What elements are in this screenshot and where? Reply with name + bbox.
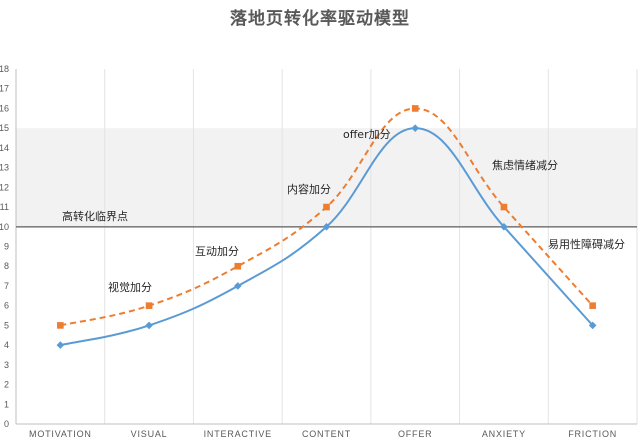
annotation-label: 易用性障碍减分 <box>548 237 625 251</box>
data-point <box>233 282 242 290</box>
data-point <box>411 124 420 132</box>
threshold-label: 高转化临界点 <box>62 209 128 223</box>
data-point <box>322 222 331 231</box>
y-tick-label: 8 <box>4 261 9 271</box>
x-tick-label: FRICTION <box>568 429 617 439</box>
annotation-label: 焦虑情绪减分 <box>492 158 558 172</box>
x-tick-label: INTERACTIVE <box>204 429 272 439</box>
series-line-2 <box>60 107 594 327</box>
x-tick-label: MOTIVATION <box>29 429 92 439</box>
data-point <box>588 321 597 330</box>
x-tick-label: ANXIETY <box>482 429 526 439</box>
data-point <box>323 203 330 211</box>
y-tick-label: 4 <box>4 340 9 350</box>
y-tick-label: 3 <box>4 360 9 370</box>
y-tick-label: 12 <box>0 182 9 192</box>
y-tick-label: 6 <box>4 301 9 311</box>
annotation-label: 互动加分 <box>195 245 239 258</box>
y-tick-label: 7 <box>4 281 9 291</box>
data-point <box>411 105 419 112</box>
x-tick-label: VISUAL <box>131 429 168 439</box>
y-tick-label: 15 <box>0 123 9 133</box>
y-tick-label: 16 <box>0 103 9 113</box>
data-point <box>589 302 596 309</box>
y-tick-label: 18 <box>0 64 9 74</box>
x-tick-label: OFFER <box>398 429 433 439</box>
y-tick-label: 11 <box>0 202 9 212</box>
y-tick-label: 10 <box>0 222 9 232</box>
y-tick-label: 9 <box>4 242 9 252</box>
y-tick-label: 17 <box>0 84 9 94</box>
annotation-label: 视觉加分 <box>108 280 152 294</box>
data-point <box>57 322 64 329</box>
y-tick-label: 5 <box>4 320 9 330</box>
data-point <box>234 262 242 270</box>
y-tick-label: 0 <box>4 419 9 429</box>
y-tick-label: 14 <box>0 143 9 153</box>
x-tick-label: CONTENT <box>302 429 351 439</box>
y-tick-label: 1 <box>4 399 9 409</box>
data-point <box>145 302 153 309</box>
y-tick-label: 2 <box>4 380 9 390</box>
chart-title: 落地页转化率驱动模型 <box>230 9 410 29</box>
data-point <box>500 222 508 231</box>
annotation-label: offer加分 <box>343 128 391 141</box>
y-tick-label: 13 <box>0 163 9 173</box>
data-point <box>500 203 508 211</box>
data-point <box>145 321 153 330</box>
annotation-label: 内容加分 <box>287 182 331 196</box>
data-point <box>56 341 65 349</box>
